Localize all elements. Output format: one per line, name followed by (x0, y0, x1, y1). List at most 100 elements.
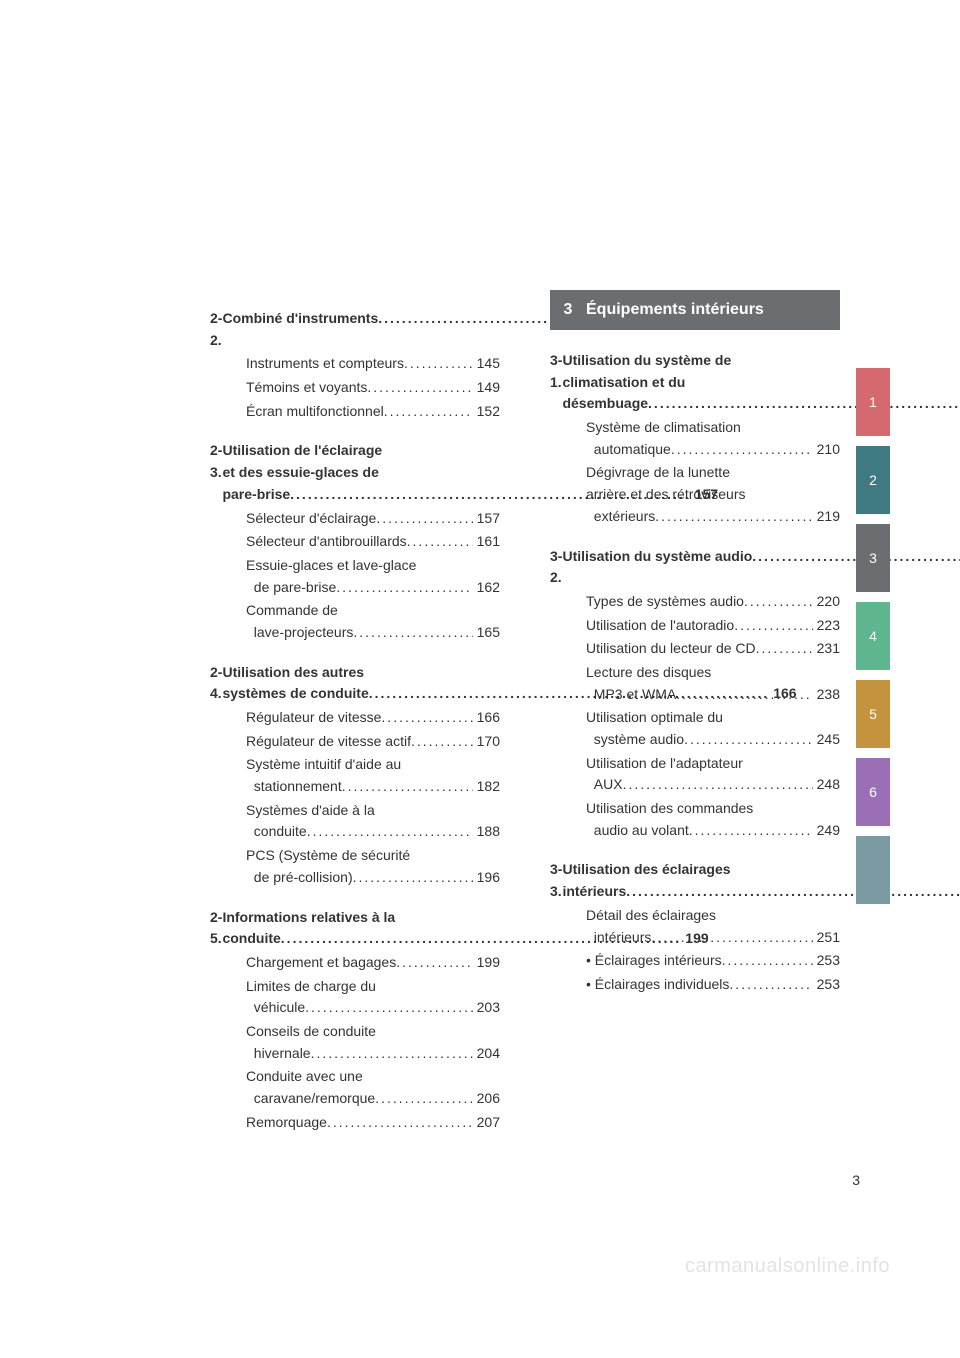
toc-entry: • Éclairages intérieurs.................… (586, 950, 840, 972)
page-number: 3 (852, 1172, 860, 1188)
toc-page: 165 (473, 622, 500, 644)
toc-title: hivernale (246, 1043, 311, 1065)
toc-title: lave-projecteurs (246, 622, 353, 644)
toc-dots: ........................................… (722, 950, 813, 972)
toc-section-heading: 3-3.Utilisation des éclairagesintérieurs… (550, 859, 840, 902)
toc-columns: 2-2.Combiné d'instruments...............… (210, 290, 870, 1133)
toc-row: conduite................................… (246, 821, 500, 843)
toc-entry-line: arrière et des rétroviseurs (586, 484, 840, 506)
toc-entry: Dégivrage de la lunettearrière et des ré… (586, 462, 840, 527)
toc-title: MP3 et WMA (586, 684, 676, 706)
toc-title: audio au volant (586, 820, 689, 842)
toc-entry: Systèmes d'aide à la conduite...........… (246, 800, 500, 843)
toc-entry: Utilisation de l'adaptateur AUX.........… (586, 753, 840, 796)
toc-dots: ........................................… (396, 952, 472, 974)
toc-page: 251 (813, 927, 840, 949)
toc-entry-line: Utilisation optimale du (586, 707, 840, 729)
toc-entry: Détail des éclairages intérieurs........… (586, 905, 840, 948)
toc-title: Combiné d'instruments (222, 308, 378, 330)
toc-entry: Instruments et compteurs................… (246, 353, 500, 375)
toc-row: stationnement...........................… (246, 776, 500, 798)
side-tab[interactable]: 2 (856, 446, 890, 514)
side-tabs: 1 2 3 4 5 6 (856, 368, 890, 904)
side-tab[interactable]: 1 (856, 368, 890, 436)
toc-entry-line: Utilisation des commandes (586, 798, 840, 820)
side-tab[interactable]: 4 (856, 602, 890, 670)
toc-heading-line: Utilisation du système de (562, 350, 960, 372)
toc-title: Types de systèmes audio (586, 591, 744, 613)
toc-row: intérieurs..............................… (562, 881, 960, 903)
toc-entry: Utilisation optimale du système audio...… (586, 707, 840, 750)
side-tab[interactable]: 5 (856, 680, 890, 748)
toc-dots: ........................................… (734, 615, 812, 637)
toc-heading-line: climatisation et du (562, 372, 960, 394)
toc-row: Sélecteur d'antibrouillards.............… (246, 531, 500, 553)
toc-row: Écran multifonctionnel..................… (246, 401, 500, 423)
toc-row: • Éclairages intérieurs.................… (586, 950, 840, 972)
toc-section-number: 2-4. (210, 662, 222, 705)
toc-title: Témoins et voyants (246, 377, 367, 399)
toc-entry-line: Utilisation de l'adaptateur (586, 753, 840, 775)
toc-title: • Éclairages intérieurs (586, 950, 722, 972)
toc-row: Utilisation du lecteur de CD............… (586, 638, 840, 660)
toc-entry: Limites de charge du véhicule...........… (246, 976, 500, 1019)
watermark: carmanualsonline.info (685, 1255, 890, 1278)
toc-entry: Système de climatisation automatique....… (586, 417, 840, 460)
toc-row: Utilisation du système audio............… (562, 546, 960, 568)
toc-entry: Régulateur de vitesse...................… (246, 707, 500, 729)
toc-entry-line: Conduite avec une (246, 1066, 500, 1088)
toc-entry: Utilisation des commandes audio au volan… (586, 798, 840, 841)
toc-page: 203 (473, 997, 500, 1019)
toc-page: 196 (473, 867, 500, 889)
toc-title: système audio (586, 729, 684, 751)
toc-row: de pare-brise...........................… (246, 577, 500, 599)
toc-title: Utilisation de l'autoradio (586, 615, 734, 637)
toc-dots: ........................................… (376, 508, 472, 530)
toc-title: Utilisation du lecteur de CD (586, 638, 756, 660)
side-tab[interactable]: 3 (856, 524, 890, 592)
toc-row: AUX.....................................… (586, 774, 840, 796)
toc-right-column: 3Équipements intérieurs3-1.Utilisation d… (550, 290, 840, 1133)
toc-page: 248 (813, 774, 840, 796)
toc-page: 161 (473, 531, 500, 553)
toc-title: conduite (222, 928, 280, 950)
toc-entry: Lecture des disques MP3 et WMA..........… (586, 662, 840, 705)
toc-section-number: 3-3. (550, 859, 562, 902)
toc-entry: Essuie-glaces et lave-glace de pare-bris… (246, 555, 500, 598)
chapter-bar: 3Équipements intérieurs (550, 290, 840, 330)
toc-entry-line: Conseils de conduite (246, 1021, 500, 1043)
toc-entry: Conseils de conduite hivernale..........… (246, 1021, 500, 1064)
toc-entry: Sélecteur d'antibrouillards.............… (246, 531, 500, 553)
toc-left-column: 2-2.Combiné d'instruments...............… (210, 290, 500, 1133)
toc-page: 207 (473, 1112, 500, 1134)
toc-row: véhicule................................… (246, 997, 500, 1019)
toc-row: caravane/remorque.......................… (246, 1088, 500, 1110)
toc-title: extérieurs (586, 506, 655, 528)
chapter-number: 3 (550, 298, 586, 323)
side-tab[interactable]: 6 (856, 758, 890, 826)
toc-entry-line: Détail des éclairages (586, 905, 840, 927)
toc-title: désembuage (562, 393, 648, 415)
toc-heading-line: Utilisation des éclairages (562, 859, 960, 881)
toc-dots: ........................................… (729, 974, 812, 996)
toc-entry-line: PCS (Système de sécurité (246, 845, 500, 867)
toc-dots: ........................................… (327, 1112, 473, 1134)
toc-title: conduite (246, 821, 307, 843)
toc-dots: ........................................… (626, 881, 960, 903)
toc-entry-line: Dégivrage de la lunette (586, 462, 840, 484)
toc-section-heading: 3-2.Utilisation du système audio........… (550, 546, 840, 589)
toc-dots: ........................................… (684, 729, 813, 751)
toc-page: 238 (813, 684, 840, 706)
toc-entry: Régulateur de vitesse actif.............… (246, 731, 500, 753)
toc-dots: ........................................… (655, 506, 812, 528)
toc-dots: ........................................… (384, 401, 473, 423)
toc-page: 145 (473, 353, 500, 375)
toc-page: 199 (473, 952, 500, 974)
side-tab[interactable] (856, 836, 890, 904)
toc-title: caravane/remorque (246, 1088, 375, 1110)
toc-page: 166 (473, 707, 500, 729)
toc-title: Régulateur de vitesse actif (246, 731, 411, 753)
toc-row: de pré-collision).......................… (246, 867, 500, 889)
toc-dots: ........................................… (407, 531, 473, 553)
toc-title: • Éclairages individuels (586, 974, 729, 996)
